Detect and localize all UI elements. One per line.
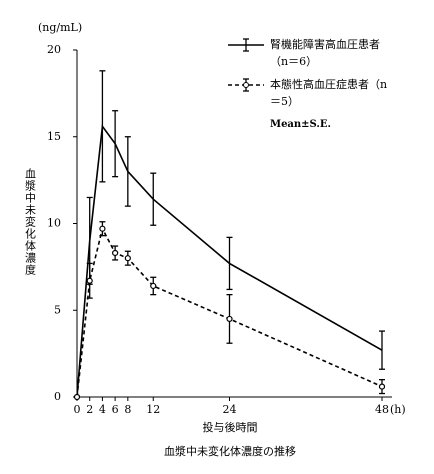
- x-tick-label: 48: [375, 403, 389, 416]
- error-bar: [226, 236, 233, 291]
- error-bar: [150, 172, 157, 226]
- y-tick-label: 0: [54, 390, 61, 403]
- x-tick-label: 6: [112, 403, 119, 416]
- x-tick-label: 4: [99, 403, 106, 416]
- legend-label: 腎機能障害高血圧患者（n＝6）: [270, 38, 380, 68]
- data-point: [86, 277, 93, 284]
- y-title: 血漿中未変化体濃度: [24, 167, 37, 276]
- legend-marker: [243, 82, 249, 88]
- data-point: [112, 249, 119, 257]
- y-tick-label: 5: [54, 303, 61, 316]
- data-point: [378, 383, 386, 390]
- error-bar: [124, 136, 131, 207]
- data-point: [99, 225, 106, 232]
- series-line: [76, 226, 383, 398]
- x-title: 投与後時間: [203, 420, 258, 434]
- data-point: [226, 315, 233, 323]
- data-point: [124, 255, 131, 262]
- series-line: [76, 124, 383, 398]
- y-tick-label: 10: [47, 217, 61, 230]
- caption: 血漿中未変化体濃度の推移: [164, 444, 296, 458]
- legend-label: 本態性高血圧症患者（n＝5）: [270, 78, 388, 108]
- error-bar: [379, 330, 385, 370]
- y-tick-label: 20: [47, 43, 61, 56]
- x-tick-label: 8: [124, 403, 131, 416]
- x-unit: (h): [390, 403, 406, 416]
- legend-swatch: [228, 78, 264, 92]
- legend: 腎機能障害高血圧患者（n＝6） 本態性高血圧症患者（n＝5） Mean±S.E.: [226, 36, 426, 133]
- data-point: [150, 282, 157, 290]
- x-tick-label: 12: [146, 403, 160, 416]
- error-bar: [112, 110, 119, 178]
- legend-entry: 腎機能障害高血圧患者（n＝6）: [226, 36, 426, 70]
- x-tick-label: 2: [86, 403, 93, 416]
- x-tick-label: 0: [74, 403, 81, 416]
- data-point: [73, 393, 81, 401]
- legend-entry: 本態性高血圧症患者（n＝5）: [226, 76, 426, 110]
- x-tick-label: 24: [223, 403, 237, 416]
- legend-note: Mean±S.E.: [270, 119, 332, 130]
- error-bar: [99, 70, 106, 183]
- y-tick-label: 15: [47, 130, 61, 143]
- legend-swatch: [228, 38, 264, 52]
- y-unit: (ng/mL): [38, 21, 82, 34]
